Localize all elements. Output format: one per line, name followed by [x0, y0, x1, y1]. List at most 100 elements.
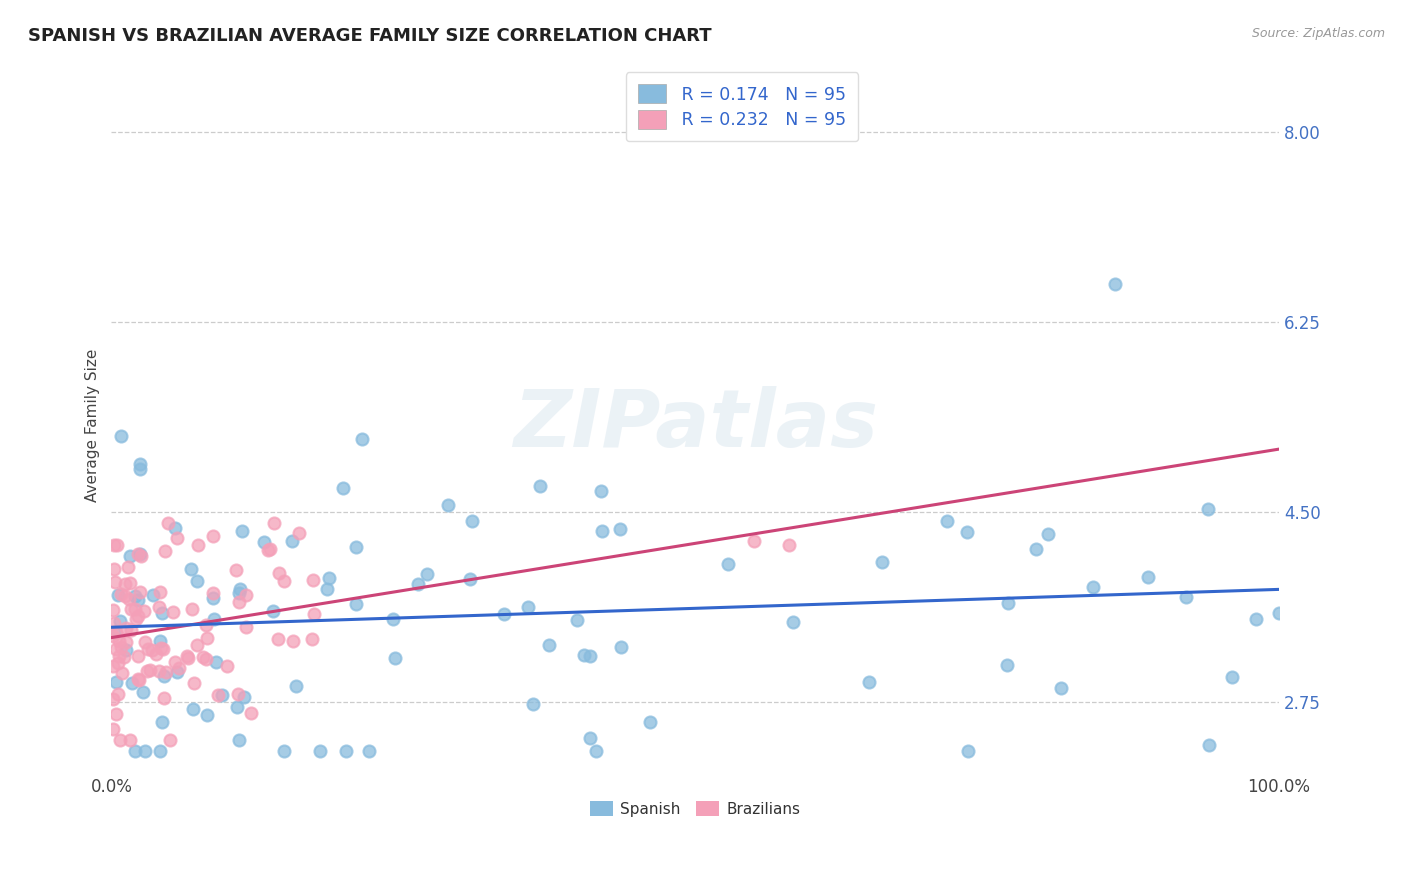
Point — [1025, 542, 1047, 557]
Point — [585, 744, 607, 758]
Point — [156, 516, 179, 530]
Y-axis label: Average Family Size: Average Family Size — [86, 349, 100, 502]
Point — [589, 483, 612, 498]
Point — [280, 533, 302, 548]
Point — [204, 655, 226, 669]
Point — [110, 640, 132, 654]
Point — [591, 524, 613, 538]
Point — [1104, 277, 1126, 291]
Point — [128, 547, 150, 561]
Point — [166, 531, 188, 545]
Point — [105, 706, 128, 721]
Point — [103, 692, 125, 706]
Point — [1174, 590, 1197, 604]
Point — [131, 685, 153, 699]
Point — [118, 733, 141, 747]
Point — [129, 549, 152, 563]
Point — [416, 567, 439, 582]
Point — [136, 641, 159, 656]
Point — [114, 635, 136, 649]
Point — [124, 589, 146, 603]
Point — [134, 635, 156, 649]
Point — [114, 577, 136, 591]
Point — [267, 632, 290, 647]
Point — [406, 576, 429, 591]
Point — [252, 534, 274, 549]
Point — [166, 665, 188, 679]
Point — [494, 607, 516, 622]
Point — [104, 574, 127, 589]
Point — [235, 588, 257, 602]
Point — [120, 623, 142, 637]
Point — [186, 574, 208, 588]
Point — [202, 586, 225, 600]
Point — [273, 744, 295, 758]
Point — [195, 632, 218, 646]
Point — [309, 744, 332, 758]
Point — [956, 525, 979, 540]
Point — [112, 649, 135, 664]
Point — [105, 538, 128, 552]
Point — [187, 538, 209, 552]
Point — [226, 687, 249, 701]
Point — [956, 744, 979, 758]
Point — [259, 542, 281, 557]
Point — [193, 650, 215, 665]
Point — [211, 688, 233, 702]
Point — [127, 672, 149, 686]
Point — [186, 638, 208, 652]
Point — [136, 665, 159, 679]
Point — [142, 588, 165, 602]
Point — [572, 648, 595, 662]
Text: Source: ZipAtlas.com: Source: ZipAtlas.com — [1251, 27, 1385, 40]
Point — [107, 656, 129, 670]
Point — [118, 549, 141, 563]
Point — [318, 571, 340, 585]
Point — [128, 673, 150, 687]
Point — [225, 563, 247, 577]
Point — [177, 651, 200, 665]
Point — [149, 744, 172, 758]
Point — [436, 498, 458, 512]
Point — [155, 665, 177, 680]
Point — [120, 602, 142, 616]
Point — [273, 574, 295, 588]
Point — [108, 648, 131, 663]
Point — [127, 648, 149, 663]
Point — [132, 603, 155, 617]
Point — [195, 707, 218, 722]
Point — [148, 664, 170, 678]
Point — [202, 529, 225, 543]
Point — [127, 593, 149, 607]
Point — [152, 642, 174, 657]
Point — [1198, 738, 1220, 752]
Point — [717, 557, 740, 571]
Point — [257, 543, 280, 558]
Point — [127, 609, 149, 624]
Point — [128, 457, 150, 471]
Point — [315, 582, 337, 596]
Point — [148, 599, 170, 614]
Point — [344, 597, 367, 611]
Point — [231, 524, 253, 539]
Point — [858, 675, 880, 690]
Point — [1268, 607, 1291, 621]
Point — [344, 541, 367, 555]
Point — [1049, 681, 1071, 695]
Point — [579, 648, 602, 663]
Point — [1220, 670, 1243, 684]
Point — [101, 722, 124, 736]
Point — [103, 616, 125, 631]
Point — [207, 689, 229, 703]
Point — [167, 660, 190, 674]
Point — [124, 602, 146, 616]
Point — [121, 676, 143, 690]
Point — [529, 478, 551, 492]
Point — [114, 589, 136, 603]
Legend: Spanish, Brazilians: Spanish, Brazilians — [582, 793, 808, 824]
Point — [201, 591, 224, 606]
Point — [155, 544, 177, 558]
Point — [235, 620, 257, 634]
Point — [302, 607, 325, 621]
Point — [1081, 580, 1104, 594]
